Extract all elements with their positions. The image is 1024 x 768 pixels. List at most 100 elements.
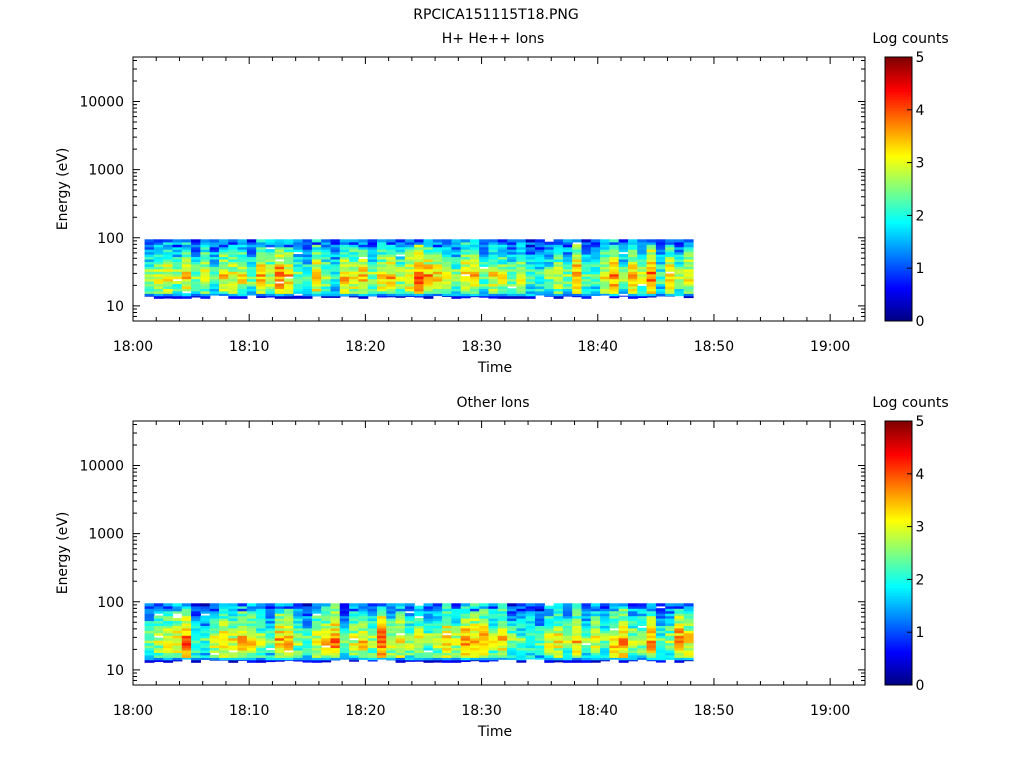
spectrogram-cell — [339, 649, 350, 653]
spectrogram-cell — [600, 256, 610, 260]
spectrogram-cell — [618, 239, 629, 243]
spectrogram-cell — [386, 608, 397, 612]
spectrogram-cell — [665, 258, 676, 262]
spectrogram-cell — [544, 246, 555, 250]
spectrogram-cell — [488, 254, 499, 258]
spectrogram-cell — [479, 285, 490, 289]
spectrogram-cell — [460, 608, 471, 612]
spectrogram-cell — [237, 288, 248, 292]
spectrogram-cell — [414, 608, 425, 612]
spectrogram-cell — [209, 640, 220, 644]
spectrogram-cell — [683, 261, 694, 265]
spectrogram-cell — [404, 283, 415, 287]
spectrogram-cell — [414, 266, 425, 270]
spectrogram-cell — [293, 268, 304, 272]
spectrogram-cell — [609, 608, 620, 612]
spectrogram-cell — [470, 640, 480, 644]
spectrogram-cell — [479, 618, 490, 622]
spectrogram-cell — [274, 642, 285, 646]
spectrogram-cell — [665, 615, 676, 619]
spectrogram-cell — [544, 613, 555, 617]
spectrogram-cell — [293, 608, 304, 612]
spectrogram-cell — [507, 618, 517, 622]
spectrogram-cell — [330, 620, 341, 624]
spectrogram-cell — [470, 622, 480, 626]
spectrogram-cell — [246, 608, 257, 612]
spectrogram-cell — [330, 613, 341, 617]
spectrogram-cell — [618, 637, 629, 641]
colorbar-band — [885, 228, 912, 232]
spectrogram-cell — [618, 241, 629, 245]
spectrogram-cell — [609, 637, 620, 641]
spectrogram-cell — [404, 241, 415, 245]
spectrogram-cell — [432, 637, 443, 641]
spectrogram-cell — [516, 283, 527, 287]
spectrogram-cell — [460, 290, 471, 294]
spectrogram-cell — [637, 608, 648, 612]
spectrogram-cell — [228, 290, 239, 294]
colorbar-band — [885, 547, 912, 551]
spectrogram-cell — [683, 278, 694, 282]
spectrogram-cell — [479, 268, 490, 272]
spectrogram-cell — [172, 645, 183, 649]
spectrogram-cell — [460, 278, 471, 282]
spectrogram-cell — [200, 610, 211, 614]
spectrogram-cell — [470, 244, 480, 248]
spectrogram-cell — [163, 649, 174, 653]
spectrogram-cell — [395, 293, 406, 297]
spectrogram-cell — [311, 258, 322, 262]
spectrogram-cell — [144, 254, 155, 258]
spectrogram-cell — [358, 652, 369, 656]
spectrogram-cell — [628, 640, 638, 644]
spectrogram-cell — [497, 261, 508, 265]
spectrogram-cell — [414, 246, 425, 250]
spectrogram-cell — [646, 288, 657, 292]
spectrogram-cell — [442, 652, 452, 656]
spectrogram-cell — [219, 630, 229, 634]
spectrogram-cell — [535, 630, 545, 634]
spectrogram-cell — [637, 635, 648, 639]
spectrogram-cell — [200, 640, 211, 644]
spectrogram-cell — [349, 268, 359, 272]
spectrogram-cell — [246, 640, 257, 644]
spectrogram-cell — [470, 271, 480, 275]
spectrogram-cell — [219, 625, 229, 629]
spectrogram-cell — [497, 620, 508, 624]
spectrogram-cell — [600, 605, 610, 609]
spectrogram-cell — [423, 268, 434, 272]
spectrogram-cell — [237, 254, 248, 258]
spectrogram-cell — [404, 293, 415, 297]
spectrogram-cell — [525, 627, 536, 631]
spectrogram-cell — [460, 627, 471, 631]
spectrogram-cell — [609, 657, 620, 660]
spectrogram-cell — [460, 642, 471, 646]
spectrogram-cell — [181, 622, 192, 626]
colorbar-band — [885, 523, 912, 528]
spectrogram-cell — [507, 613, 517, 617]
spectrogram-cell — [237, 649, 248, 653]
spectrogram-cell — [525, 256, 536, 260]
spectrogram-cell — [600, 608, 610, 612]
spectrogram-cell — [683, 654, 694, 658]
spectrogram-cell — [572, 620, 583, 624]
spectrogram-cell — [228, 249, 239, 253]
spectrogram-cell — [293, 273, 304, 277]
spectrogram-cell — [637, 251, 648, 255]
spectrogram-cell — [144, 271, 155, 275]
colorbar-band — [885, 521, 912, 525]
spectrogram-cell — [683, 632, 694, 636]
spectrogram-cell — [265, 285, 276, 289]
spectrogram-cell — [628, 246, 638, 250]
spectrogram-cell — [358, 246, 369, 250]
spectrogram-cell — [377, 605, 387, 609]
spectrogram-cell — [265, 290, 276, 294]
colorbar-band — [885, 170, 912, 174]
spectrogram-cell — [404, 657, 415, 661]
spectrogram-cell — [423, 659, 434, 663]
colorbar-band — [885, 302, 912, 306]
colorbar-band — [885, 481, 912, 485]
spectrogram-cell — [581, 276, 592, 280]
spectrogram-cell — [665, 278, 676, 282]
spectrogram-cell — [191, 659, 201, 663]
colorbar-band — [885, 120, 912, 124]
